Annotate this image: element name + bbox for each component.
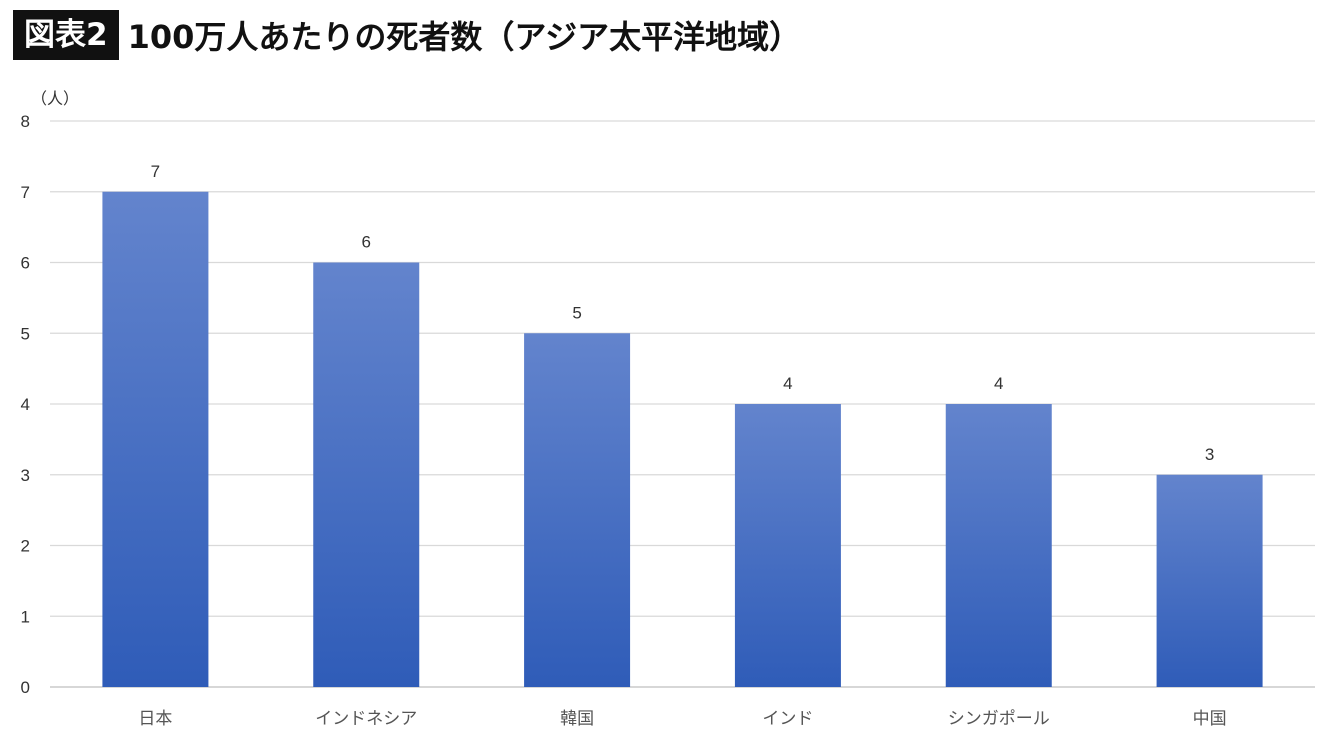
y-tick-label: 6 <box>21 254 30 273</box>
data-label: 4 <box>994 374 1003 393</box>
data-label: 4 <box>783 374 792 393</box>
y-axis-unit-label: （人） <box>31 89 79 108</box>
bars <box>102 191 1263 687</box>
x-category-label: インドネシア <box>315 709 417 729</box>
data-label: 7 <box>151 162 160 181</box>
y-tick-label: 1 <box>21 607 30 626</box>
x-category-label: 韓国 <box>560 709 594 729</box>
data-label: 5 <box>572 303 581 322</box>
y-tick-label: 4 <box>21 395 30 414</box>
x-category-label: 日本 <box>138 709 172 729</box>
data-label: 6 <box>362 233 371 252</box>
y-tick-label: 8 <box>21 112 30 131</box>
x-category-label: 中国 <box>1193 709 1227 729</box>
x-category-label: シンガポール <box>948 709 1050 729</box>
chart-header: 図表2 100万人あたりの死者数（アジア太平洋地域） <box>13 9 801 61</box>
y-tick-label: 7 <box>21 183 30 202</box>
figure-tag: 図表2 <box>13 10 119 60</box>
bar <box>734 404 841 687</box>
chart-title: 100万人あたりの死者数（アジア太平洋地域） <box>127 18 802 56</box>
bar <box>945 404 1052 687</box>
y-tick-label: 5 <box>21 324 30 343</box>
bar <box>524 333 631 687</box>
bar <box>1156 474 1263 687</box>
bar <box>102 191 209 687</box>
y-tick-label: 0 <box>21 678 30 697</box>
x-category-label: インド <box>762 709 813 729</box>
gridlines <box>50 120 1315 688</box>
data-label: 3 <box>1205 445 1214 464</box>
bar <box>313 262 420 687</box>
y-tick-label: 3 <box>21 466 30 485</box>
y-tick-label: 2 <box>21 537 30 556</box>
labels: 0 1 2 3 4 5 6 7 8 7 日本 6 インドネシア 5 韓国 4 インド 4 シンガポール 3 中国 <box>21 112 1227 729</box>
